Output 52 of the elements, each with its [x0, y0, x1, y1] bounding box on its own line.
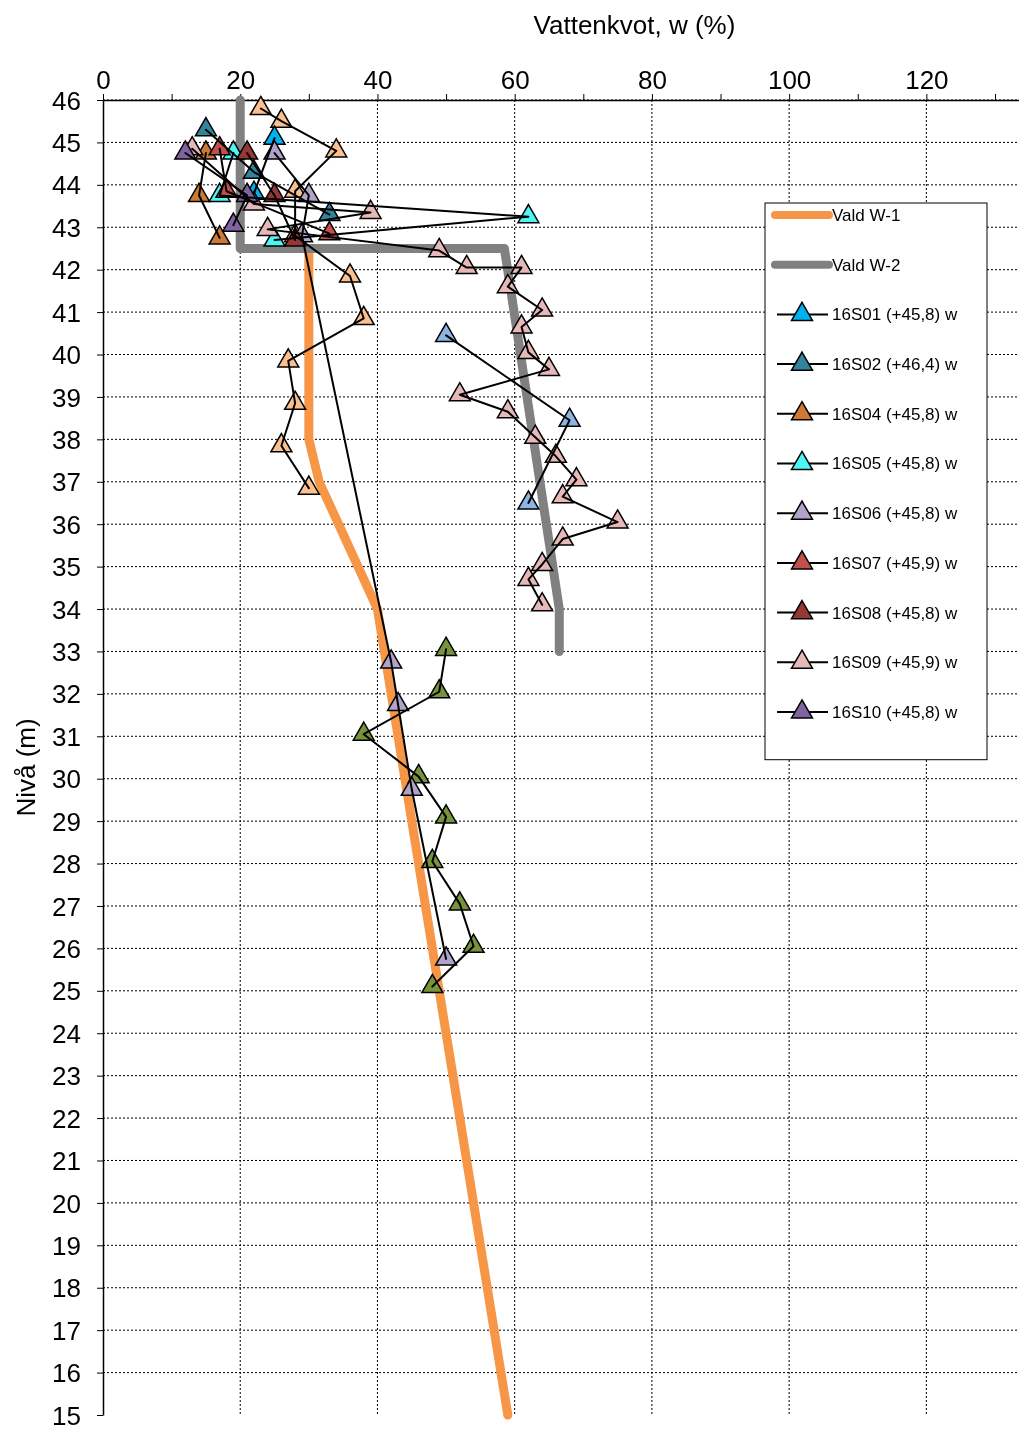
y-tick-label: 28 [52, 849, 81, 880]
x-tick-label: 60 [500, 65, 530, 95]
x-tick-label: 120 [905, 65, 949, 95]
y-tick-label: 44 [52, 170, 81, 201]
legend-label: 16S08 (+45,8) w [832, 603, 958, 623]
legend-label: 16S10 (+45,8) w [832, 702, 958, 722]
legend-label: Vald W-1 [832, 205, 901, 225]
legend-label: 16S01 (+45,8) w [832, 305, 958, 325]
y-tick-label: 17 [52, 1315, 81, 1346]
legend-label: 16S04 (+45,8) w [832, 404, 958, 424]
y-tick-label: 20 [52, 1188, 81, 1219]
y-tick-label: 23 [52, 1061, 81, 1092]
y-tick-label: 40 [52, 340, 81, 371]
legend-label: Vald W-2 [832, 255, 901, 275]
y-tick-label: 30 [52, 764, 81, 795]
y-tick-label: 24 [52, 1018, 81, 1049]
y-tick-label: 43 [52, 212, 81, 243]
y-tick-label: 32 [52, 679, 81, 710]
y-tick-label: 22 [52, 1103, 81, 1134]
y-tick-label: 35 [52, 552, 81, 583]
x-tick-label: 0 [96, 65, 111, 95]
legend-label: 16S07 (+45,9) w [832, 553, 958, 573]
y-tick-label: 41 [52, 297, 81, 328]
y-tick-label: 18 [52, 1273, 81, 1304]
y-axis-title: Nivå (m) [11, 718, 41, 817]
legend-label: 16S05 (+45,8) w [832, 454, 958, 474]
legend-label: 16S06 (+45,8) w [832, 504, 958, 524]
y-tick-label: 42 [52, 255, 81, 286]
x-tick-label: 80 [637, 65, 667, 95]
x-tick-label: 40 [363, 65, 393, 95]
y-tick-label: 45 [52, 128, 81, 159]
y-tick-label: 21 [52, 1146, 81, 1177]
y-tick-label: 15 [52, 1400, 81, 1431]
legend-label: 16S02 (+46,4) w [832, 355, 958, 375]
y-tick-label: 16 [52, 1358, 81, 1389]
y-tick-label: 33 [52, 637, 81, 668]
y-tick-label: 37 [52, 467, 81, 498]
legend-label: 16S09 (+45,9) w [832, 653, 958, 673]
y-tick-label: 46 [52, 85, 81, 116]
x-tick-label: 20 [226, 65, 256, 95]
y-tick-label: 25 [52, 976, 81, 1007]
y-tick-label: 36 [52, 509, 81, 540]
y-tick-label: 38 [52, 424, 81, 455]
x-tick-label: 100 [767, 65, 812, 95]
y-tick-label: 19 [52, 1230, 81, 1261]
y-tick-label: 39 [52, 382, 81, 413]
y-tick-label: 27 [52, 891, 81, 922]
y-tick-label: 29 [52, 806, 81, 837]
y-tick-label: 34 [52, 594, 81, 625]
y-tick-label: 26 [52, 933, 81, 964]
x-axis-title: Vattenkvot, w (%) [533, 10, 736, 40]
y-tick-label: 31 [52, 721, 81, 752]
